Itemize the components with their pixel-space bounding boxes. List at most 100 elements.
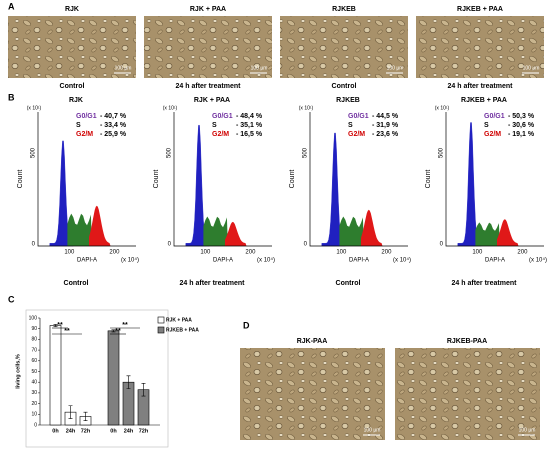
phase-value: - 35,1 %: [236, 122, 263, 129]
legend-swatch: [157, 316, 165, 324]
scale-label: 100 µm: [115, 65, 132, 71]
micrograph: [8, 16, 136, 78]
x-label: DAPI-A: [213, 258, 233, 264]
panel-label: B: [8, 92, 15, 102]
x-tick-label: 72h: [139, 428, 149, 434]
phase-name: G0/G1: [212, 113, 233, 120]
y-unit: (x 10¹): [163, 105, 178, 111]
phase-name: G0/G1: [484, 113, 505, 120]
s-phase: [475, 222, 500, 246]
y-tick: 0: [440, 242, 444, 248]
hist-caption: Control: [336, 280, 361, 287]
g2-peak: [224, 221, 247, 246]
phase-value: - 31,9 %: [372, 122, 399, 129]
phase-name: S: [76, 122, 81, 129]
y-label: Count: [153, 170, 160, 189]
y-tick: 0: [168, 242, 172, 248]
image-caption: 24 h after treatment: [176, 83, 242, 90]
error-bar: [68, 405, 73, 419]
phase-value: - 48,4 %: [236, 113, 263, 120]
y-unit: (x 10¹): [299, 105, 314, 111]
y-tick-label: 100: [29, 315, 38, 321]
y-tick: 500: [167, 147, 173, 158]
micrograph: [395, 348, 540, 440]
y-unit: (x 10¹): [435, 105, 450, 111]
x-tick: 200: [245, 250, 256, 256]
chart-frame: [25, 309, 169, 448]
hist-title: RJKEB + PAA: [461, 97, 507, 104]
y-tick-label: 20: [31, 401, 37, 407]
x-tick: 100: [336, 250, 347, 256]
x-tick: 100: [472, 250, 483, 256]
phase-value: - 19,1 %: [508, 131, 535, 138]
y-label: living cells,%: [15, 354, 21, 389]
phase-name: G2/M: [76, 131, 93, 138]
hist-caption: Control: [64, 280, 89, 287]
scale-label: 100 µm: [364, 427, 381, 433]
x-unit: (x 10⁴): [529, 257, 547, 264]
micrograph: [280, 16, 408, 78]
x-tick: 100: [200, 250, 211, 256]
panel-label: D: [243, 320, 250, 330]
legend-label: RJK + PAA: [166, 317, 192, 323]
phase-name: G0/G1: [76, 113, 97, 120]
x-tick: 200: [517, 250, 528, 256]
phase-value: - 33,4 %: [100, 122, 127, 129]
phase-value: - 25,9 %: [100, 131, 127, 138]
y-unit: (x 10¹): [27, 105, 42, 111]
y-tick: 0: [32, 242, 36, 248]
micrograph: [240, 348, 385, 440]
phase-name: G0/G1: [348, 113, 369, 120]
error-bar: [126, 375, 131, 389]
phase-value: - 30,6 %: [508, 122, 535, 129]
sig-mark: **: [115, 328, 121, 335]
x-tick-label: 0h: [52, 428, 59, 434]
x-unit: (x 10⁴): [257, 257, 275, 264]
panel-label: C: [8, 294, 15, 304]
s-phase: [67, 213, 92, 246]
y-tick: 500: [31, 147, 37, 158]
axes: [37, 112, 136, 247]
sig-mark: **: [122, 322, 128, 329]
error-bar: [83, 411, 88, 422]
y-tick-label: 50: [31, 369, 37, 375]
scale-label: 100 µm: [523, 65, 540, 71]
y-label: Count: [425, 170, 432, 189]
s-phase: [339, 216, 364, 246]
g2-peak: [360, 209, 383, 246]
x-tick: 200: [109, 250, 120, 256]
y-tick-label: 0: [34, 422, 37, 428]
phase-value: - 40,7 %: [100, 113, 127, 120]
g2-peak: [88, 205, 111, 246]
y-label: Count: [289, 170, 296, 189]
legend-swatch: [157, 326, 165, 334]
x-tick-label: 24h: [66, 428, 76, 434]
y-tick-label: 70: [31, 347, 37, 353]
y-tick-label: 80: [31, 337, 37, 343]
image-caption: Control: [60, 83, 85, 90]
phase-name: S: [484, 122, 489, 129]
legend-label: RJKEB + PAA: [166, 327, 199, 333]
y-tick-label: 10: [31, 412, 37, 418]
scale-label: 100 µm: [387, 65, 404, 71]
image-title: RJK-PAA: [297, 338, 328, 345]
phase-name: G2/M: [484, 131, 501, 138]
y-tick-label: 90: [31, 326, 37, 332]
image-title: RJKEB: [332, 6, 356, 13]
y-tick-label: 30: [31, 390, 37, 396]
y-label: Count: [17, 170, 24, 189]
image-title: RJK + PAA: [190, 6, 226, 13]
image-title: RJKEB-PAA: [447, 338, 487, 345]
y-tick-label: 40: [31, 380, 37, 386]
error-bar: [141, 382, 146, 397]
hist-title: RJK: [69, 97, 83, 104]
y-tick: 500: [439, 147, 445, 158]
x-tick-label: 72h: [81, 428, 91, 434]
x-tick-label: 0h: [110, 428, 117, 434]
phase-value: - 16,5 %: [236, 131, 263, 138]
scale-label: 100 µm: [251, 65, 268, 71]
bar: [49, 325, 62, 426]
phase-name: G2/M: [348, 131, 365, 138]
axes: [173, 112, 272, 247]
image-caption: Control: [332, 83, 357, 90]
